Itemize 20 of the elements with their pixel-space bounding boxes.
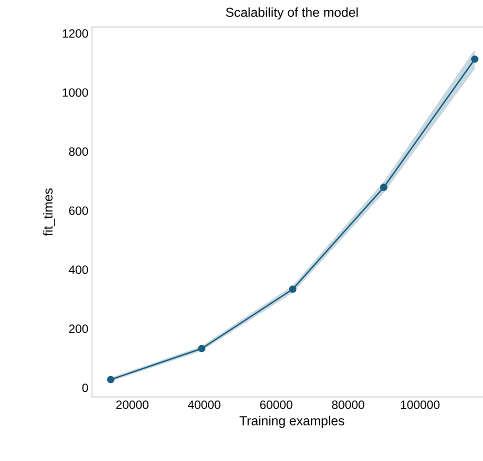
y-tick-label: 600 [69,206,88,215]
y-tick-label: 200 [69,324,88,334]
chart-title: Scalability of the model [226,7,358,20]
x-tick-label: 100000 [401,400,440,409]
point [198,344,206,352]
x-tick-label: 60000 [260,400,292,409]
y-tick-label: 800 [69,147,88,156]
x-tick-label: 20000 [116,400,148,409]
point [289,286,296,293]
point [380,184,388,192]
y-axis-title: fit_times [43,188,56,236]
y-tick-label: 1000 [62,88,88,97]
y-tick-label: 400 [68,266,88,274]
y-tick-label: 1200 [62,29,88,38]
x-tick-label: 80000 [332,400,364,409]
x-axis-title: Training examples [240,416,344,428]
x-tick-label: 40000 [188,400,220,409]
point [471,55,478,63]
y-tick-label: 0 [82,384,88,392]
point [107,376,114,384]
